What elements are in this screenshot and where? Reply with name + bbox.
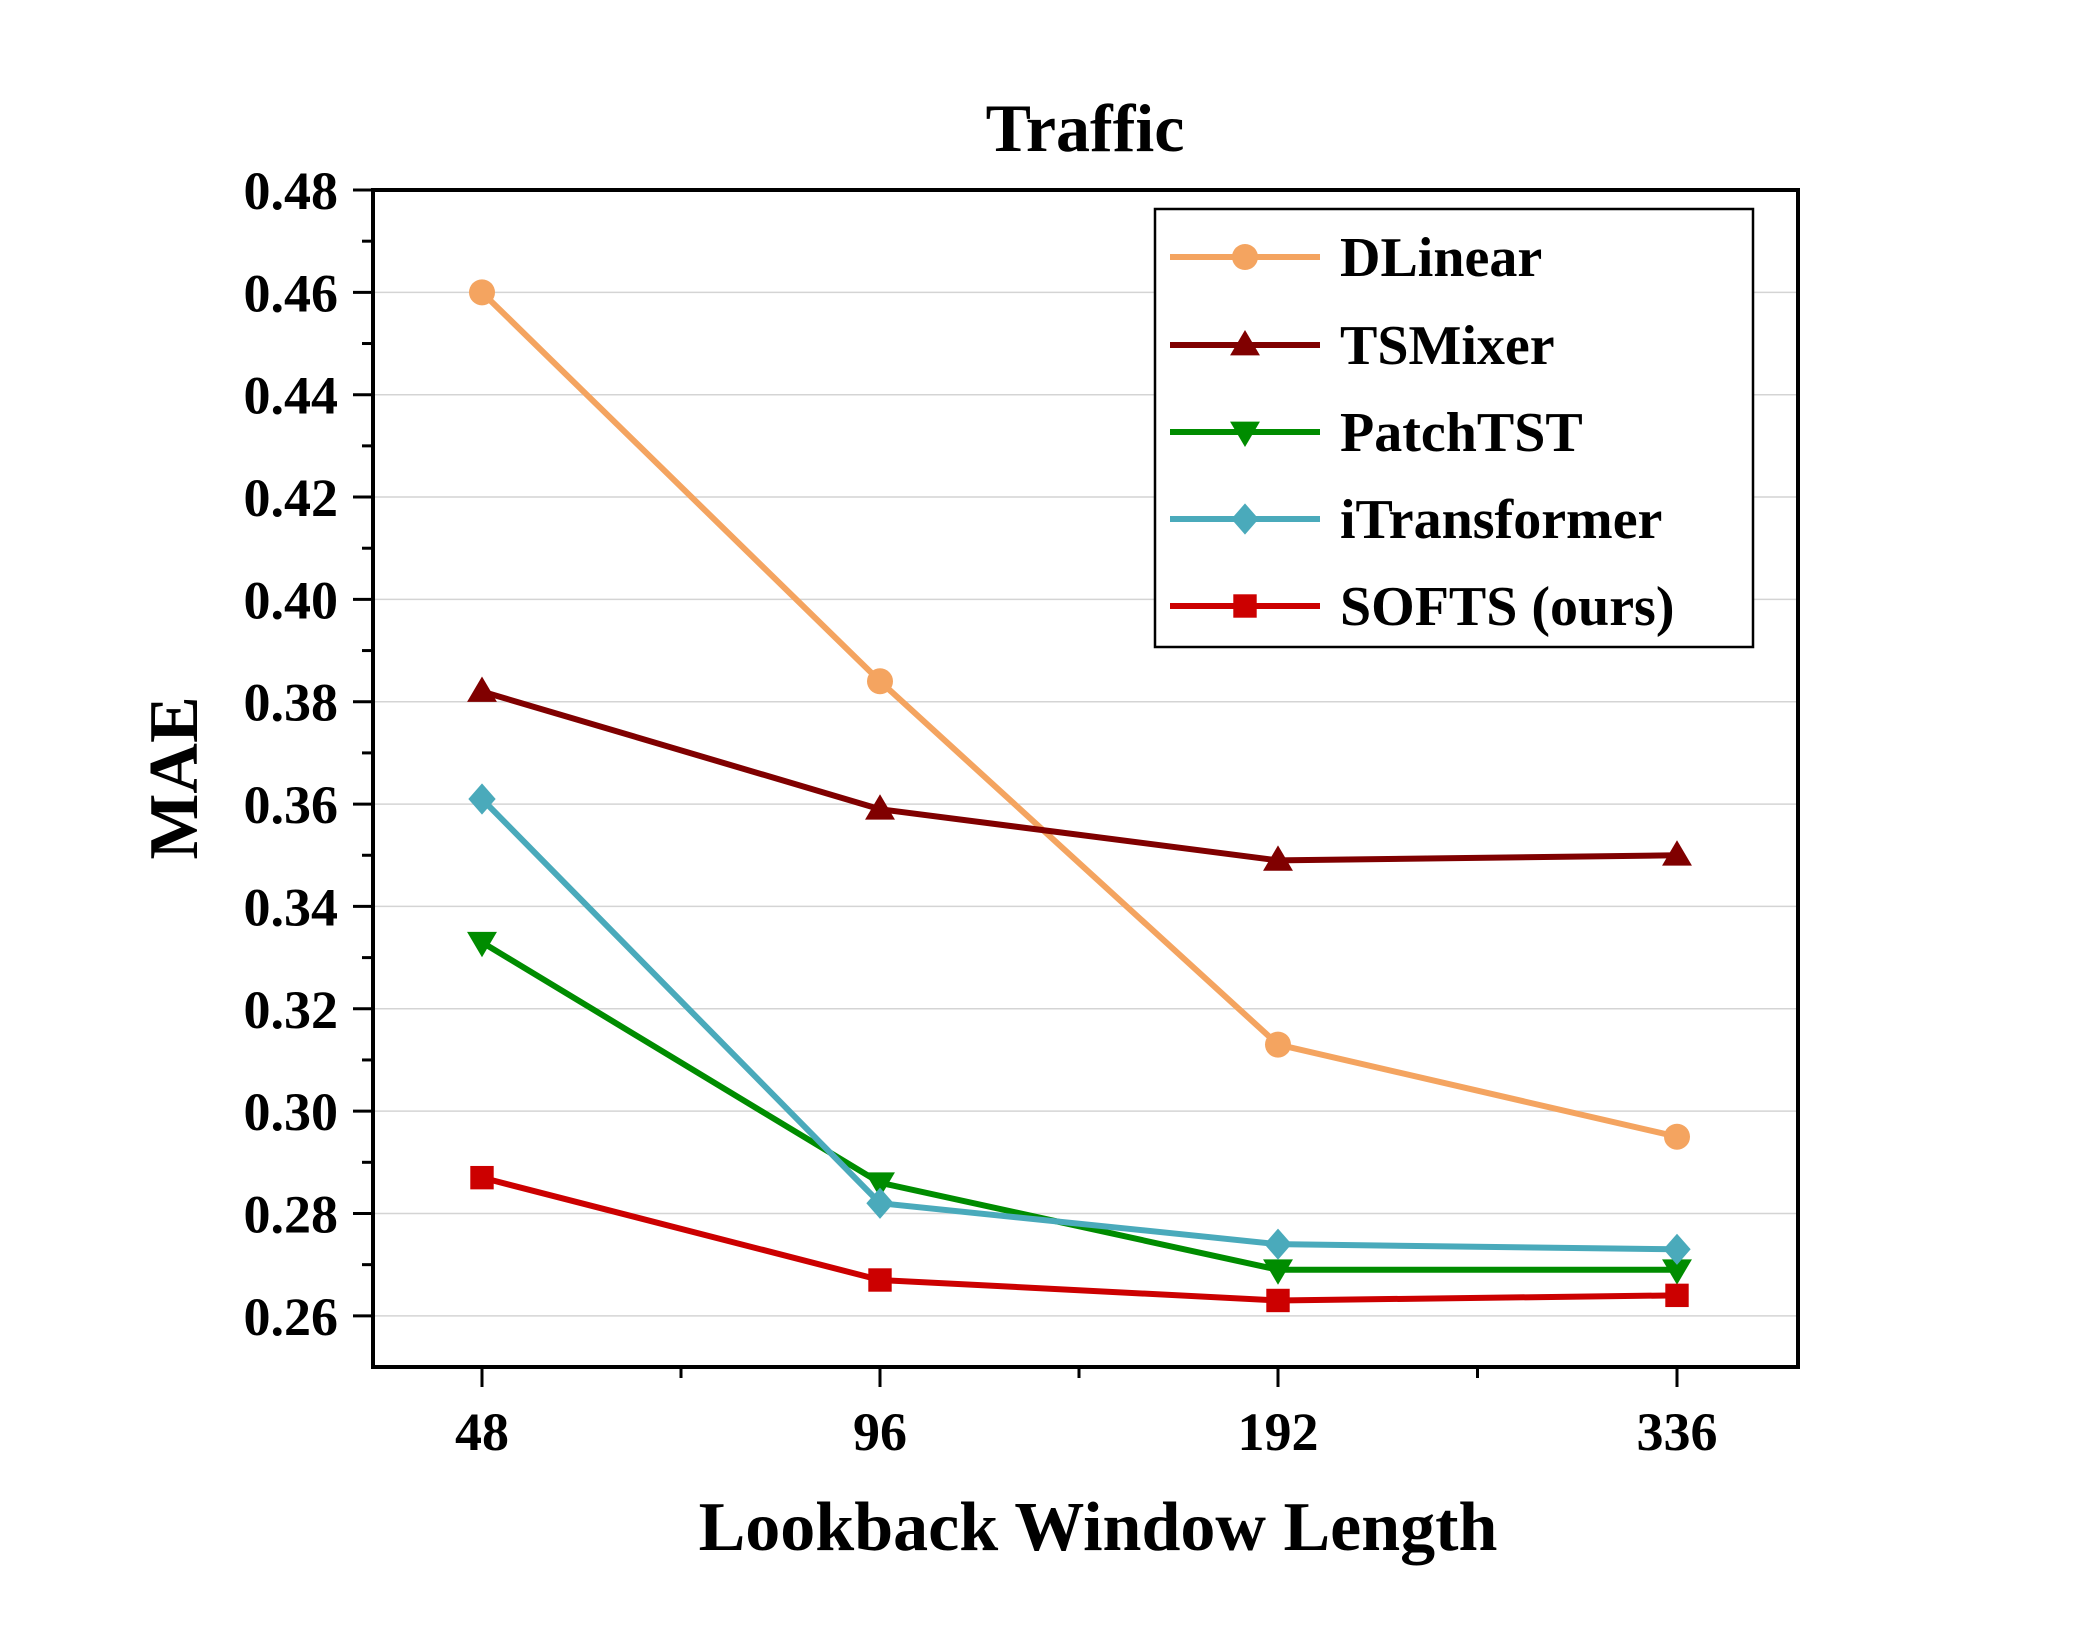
- data-point: [1263, 1259, 1293, 1285]
- plot-series: [467, 279, 1692, 1313]
- data-point: [867, 668, 893, 695]
- data-point: [1665, 1283, 1689, 1308]
- y-tick-label: 0.38: [244, 673, 339, 733]
- data-point: [1662, 1259, 1692, 1285]
- y-tick-label: 0.36: [244, 775, 339, 835]
- x-tick-label: 48: [455, 1402, 509, 1462]
- legend-item: TSMixer: [1170, 315, 1555, 377]
- data-point: [1265, 1031, 1291, 1058]
- data-point: [1264, 1228, 1292, 1260]
- y-tick-label: 0.34: [244, 877, 339, 937]
- data-point: [469, 279, 495, 306]
- legend-label: DLinear: [1340, 227, 1542, 289]
- data-point: [1664, 1123, 1690, 1150]
- y-tick-label: 0.46: [244, 263, 339, 323]
- legend-item: PatchTST: [1170, 402, 1583, 464]
- series-softs-ours: [470, 1165, 1689, 1313]
- x-tick-label: 192: [1238, 1402, 1319, 1462]
- legend: DLinear TSMixer PatchTST iTransformer SOFTS …: [1153, 207, 1755, 649]
- legend-marker: [1230, 421, 1260, 447]
- data-point: [1266, 1288, 1290, 1313]
- x-tick-label: 96: [853, 1402, 907, 1462]
- legend-marker: [1230, 330, 1260, 356]
- y-axis-label: MAE: [136, 696, 213, 859]
- series-line: [481, 1174, 1678, 1304]
- y-tick-label: 0.48: [244, 161, 339, 221]
- series-patchtst: [467, 931, 1692, 1285]
- y-tick-label: 0.30: [244, 1082, 339, 1142]
- plot-frame: [371, 188, 1800, 1369]
- y-tick-label: 0.40: [244, 570, 339, 630]
- data-point: [868, 1268, 892, 1292]
- data-point: [467, 931, 497, 958]
- y-tick-label: 0.26: [244, 1287, 339, 1347]
- legend-label: SOFTS (ours): [1340, 576, 1675, 638]
- series-line: [481, 688, 1678, 864]
- legend-item: iTransformer: [1170, 489, 1662, 551]
- series-line: [480, 939, 1677, 1273]
- data-point: [1663, 1233, 1691, 1265]
- data-point: [866, 1187, 894, 1219]
- legend-item: DLinear: [1170, 227, 1542, 289]
- data-point: [1662, 840, 1692, 866]
- x-axis: 48 96 192 336: [455, 1367, 1718, 1462]
- legend-marker: [1233, 594, 1257, 618]
- data-point: [470, 1165, 494, 1190]
- chart-title: Traffic: [986, 90, 1185, 166]
- data-point: [1263, 845, 1293, 871]
- data-point: [865, 1172, 895, 1198]
- y-tick-label: 0.32: [244, 980, 339, 1040]
- y-axis: 0.26 0.28 0.30 0.32 0.34 0.36 0.38 0.40 0.42 0.44…: [244, 161, 373, 1347]
- legend-marker: [1232, 244, 1258, 270]
- series-tsmixer: [467, 676, 1692, 871]
- x-tick-label: 336: [1637, 1402, 1718, 1462]
- legend-label: PatchTST: [1340, 402, 1583, 464]
- legend-marker: [1231, 503, 1259, 535]
- series-line: [479, 796, 1678, 1253]
- data-point: [467, 676, 497, 702]
- legend-label: iTransformer: [1340, 489, 1662, 551]
- legend-item: SOFTS (ours): [1170, 576, 1675, 638]
- series-itransformer: [468, 783, 1691, 1265]
- series-line: [479, 290, 1678, 1140]
- x-axis-label: Lookback Window Length: [699, 1489, 1498, 1566]
- y-tick-label: 0.42: [244, 468, 339, 528]
- y-tick-label: 0.28: [244, 1184, 339, 1244]
- series-dlinear: [469, 279, 1690, 1150]
- data-point: [468, 783, 496, 815]
- legend-label: TSMixer: [1340, 315, 1555, 377]
- data-point: [865, 794, 895, 820]
- y-tick-label: 0.44: [244, 366, 339, 426]
